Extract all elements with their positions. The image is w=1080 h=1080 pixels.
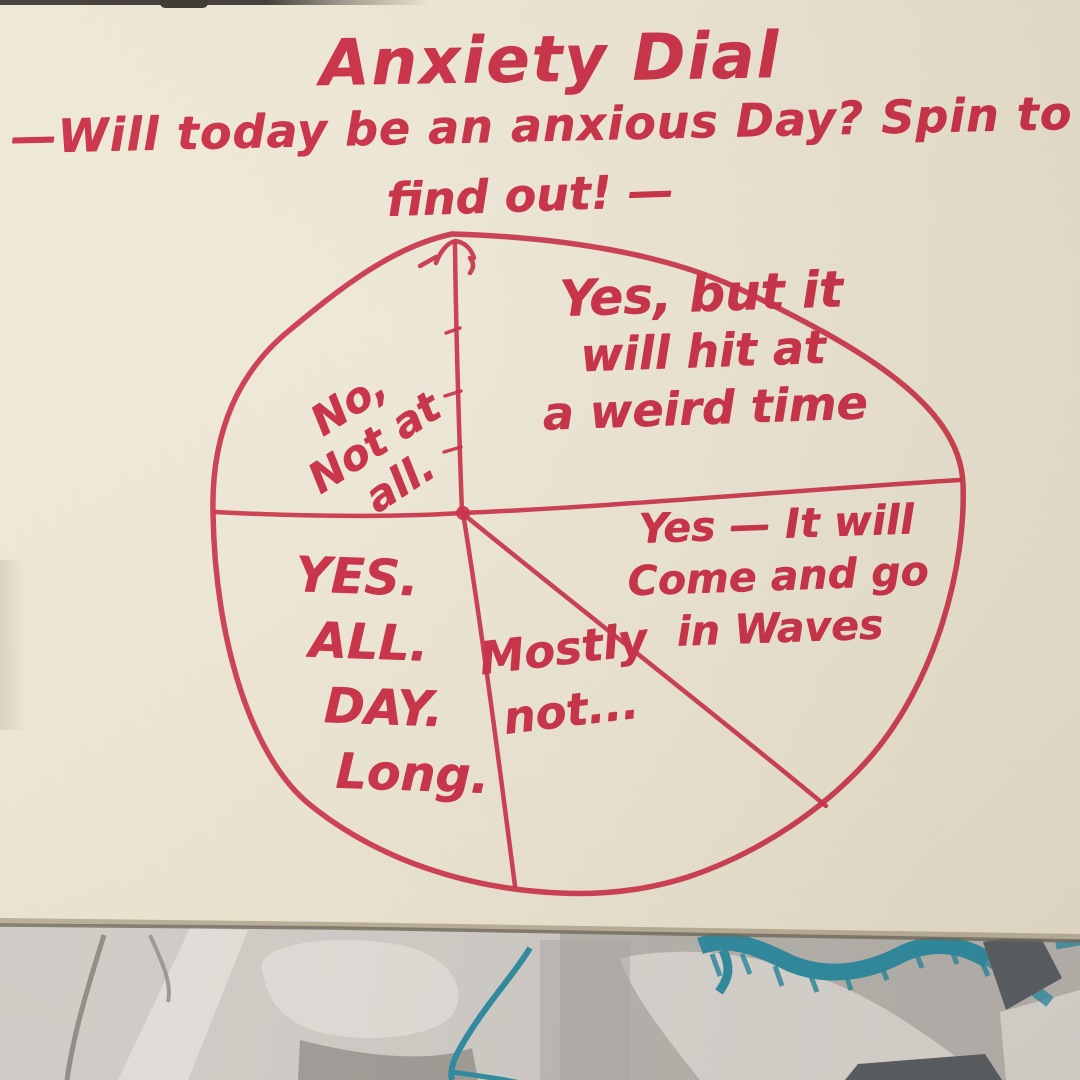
slice-text-line: DAY. [322, 677, 444, 739]
background-edge-strip [0, 0, 430, 5]
paper-shadow [0, 560, 26, 730]
dark-stripe-upper [983, 932, 1062, 1010]
wheel-spokes [212, 241, 963, 889]
pointer-arrow-icon [417, 238, 477, 276]
slice-text-line: Long. [334, 742, 491, 805]
slice-label-yes-all-day: YES. ALL. DAY. Long. [288, 542, 527, 810]
slice-text-line: YES. [294, 546, 420, 608]
fabric-puffy-fold [261, 939, 459, 1038]
teal-thread [448, 946, 533, 1080]
wheel-center-dot [456, 506, 470, 520]
slice-label-yes-weird-time: Yes, but it will hit at a weird time [495, 259, 911, 444]
spoke-tick-marks [442, 326, 463, 454]
wheel-circle [210, 231, 966, 897]
fabric-diagonal-band [620, 951, 980, 1080]
fabric-fold-highlight [118, 928, 248, 1080]
background-edge-blob [160, 0, 208, 8]
paper-bottom-edge [0, 918, 1080, 943]
dark-stripe-lower [845, 1054, 1002, 1080]
page-title: Anxiety Dial [319, 18, 781, 102]
slice-text-line: ALL. [308, 611, 430, 673]
fabric-crease [64, 934, 107, 1080]
